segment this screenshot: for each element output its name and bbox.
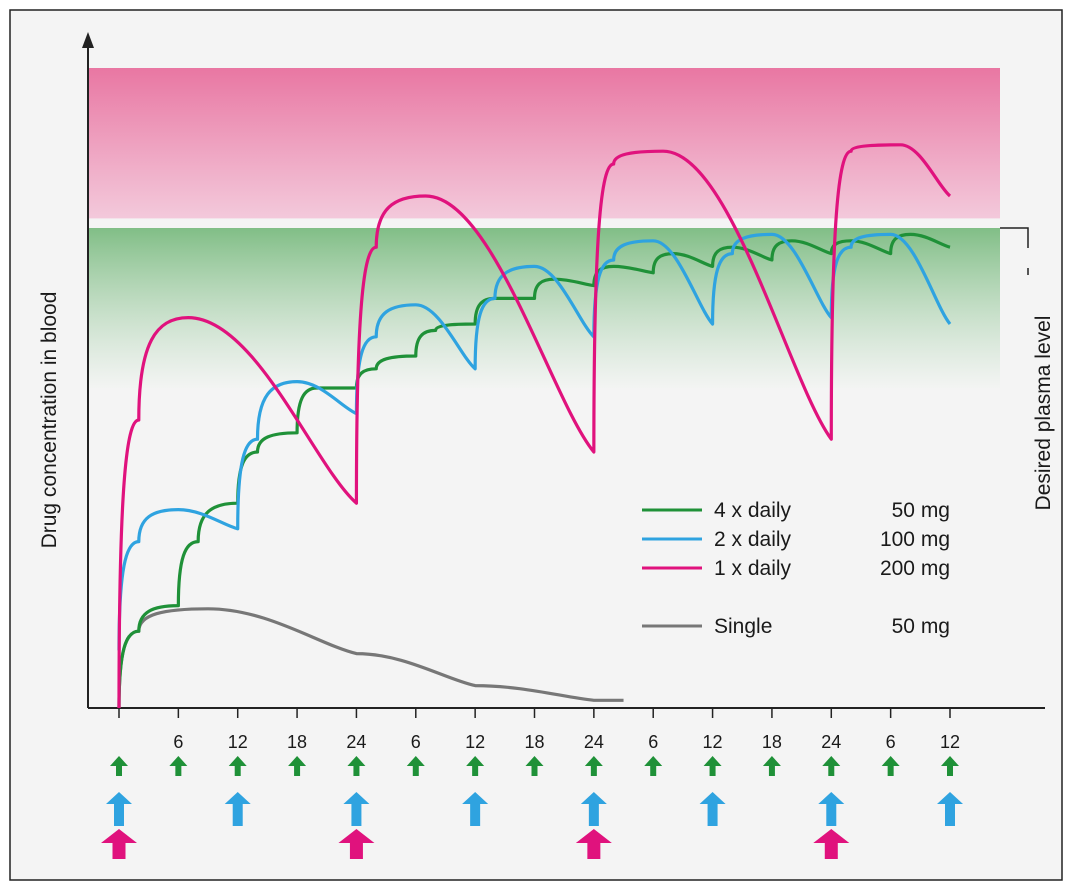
legend-dose-label: 200 mg xyxy=(880,557,950,580)
legend-dose-label: 100 mg xyxy=(880,528,950,551)
legend-dose-label: 50 mg xyxy=(892,615,950,638)
x-tick-label: 12 xyxy=(703,732,723,752)
y-axis-label: Drug concentration in blood xyxy=(38,292,61,549)
legend-series-label: 4 x daily xyxy=(714,499,792,522)
x-tick-label: 12 xyxy=(228,732,248,752)
x-tick-label: 24 xyxy=(346,732,366,752)
x-tick-label: 6 xyxy=(886,732,896,752)
desired-zone-label: Desired plasma level xyxy=(1032,316,1055,511)
x-tick-label: 24 xyxy=(821,732,841,752)
x-tick-label: 24 xyxy=(584,732,604,752)
x-tick-label: 6 xyxy=(173,732,183,752)
x-tick-label: 18 xyxy=(762,732,782,752)
x-tick-label: 18 xyxy=(524,732,544,752)
legend-series-label: 2 x daily xyxy=(714,528,792,551)
x-tick-label: 12 xyxy=(465,732,485,752)
x-tick-label: 6 xyxy=(648,732,658,752)
legend-dose-label: 50 mg xyxy=(892,499,950,522)
x-tick-label: 12 xyxy=(940,732,960,752)
toxic-zone xyxy=(88,68,1000,218)
desired-zone xyxy=(88,228,1000,388)
x-tick-label: 18 xyxy=(287,732,307,752)
legend-series-label: Single xyxy=(714,615,772,638)
legend-series-label: 1 x daily xyxy=(714,557,792,580)
x-tick-label: 6 xyxy=(411,732,421,752)
